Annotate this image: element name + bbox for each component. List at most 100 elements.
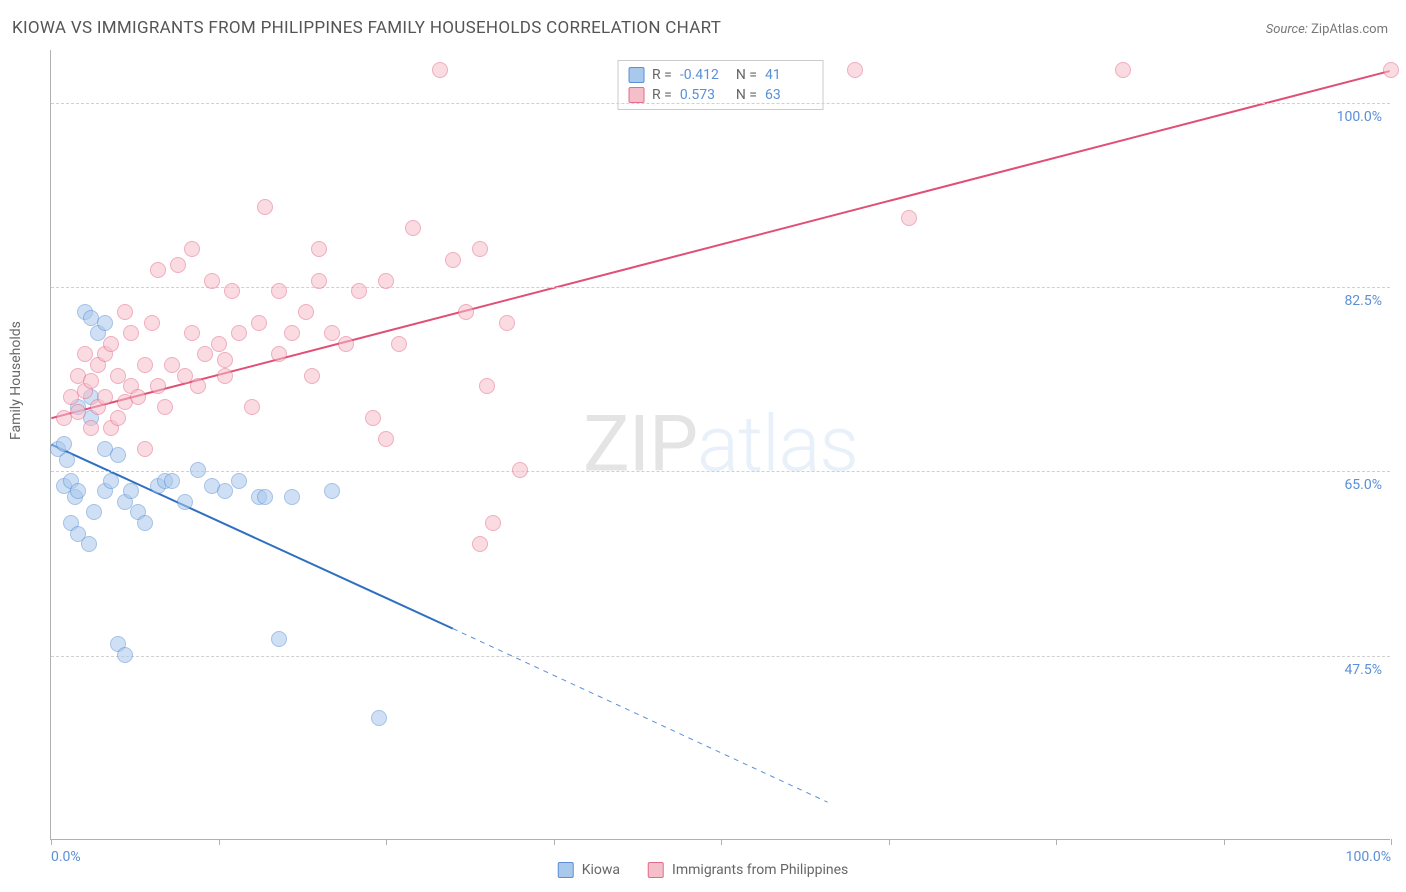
- data-point: [257, 199, 273, 215]
- data-point: [110, 410, 126, 426]
- data-point: [324, 325, 340, 341]
- data-point: [184, 241, 200, 257]
- y-tick-label: 65.0%: [1344, 477, 1382, 493]
- data-point: [70, 368, 86, 384]
- x-tick: [219, 839, 220, 845]
- data-point: [164, 473, 180, 489]
- x-tick: [1056, 839, 1057, 845]
- data-point: [164, 357, 180, 373]
- data-point: [123, 378, 139, 394]
- stats-n-value: 41: [765, 67, 813, 83]
- trend-lines: [51, 50, 1390, 839]
- data-point: [103, 473, 119, 489]
- data-point: [103, 420, 119, 436]
- data-point: [81, 536, 97, 552]
- data-point: [197, 346, 213, 362]
- data-point: [1383, 62, 1399, 78]
- y-tick-label: 100.0%: [1337, 109, 1382, 125]
- data-point: [63, 473, 79, 489]
- data-point: [77, 383, 93, 399]
- data-point: [231, 473, 247, 489]
- stats-n-label: N =: [736, 67, 757, 83]
- legend-item-philippines: Immigrants from Philippines: [648, 862, 848, 878]
- watermark: ZIPatlas: [583, 399, 858, 490]
- data-point: [150, 378, 166, 394]
- data-point: [338, 336, 354, 352]
- data-point: [170, 257, 186, 273]
- data-point: [271, 283, 287, 299]
- data-point: [284, 489, 300, 505]
- data-point: [190, 378, 206, 394]
- x-tick: [554, 839, 555, 845]
- data-point: [231, 325, 247, 341]
- data-point: [144, 315, 160, 331]
- data-point: [56, 478, 72, 494]
- data-point: [391, 336, 407, 352]
- x-tick-label: 100.0%: [1346, 849, 1391, 865]
- data-point: [83, 410, 99, 426]
- legend-label: Kiowa: [582, 862, 620, 878]
- data-point: [70, 526, 86, 542]
- data-point: [110, 447, 126, 463]
- watermark-part-a: ZIP: [583, 399, 697, 490]
- x-tick: [1391, 839, 1392, 845]
- data-point: [217, 368, 233, 384]
- data-point: [97, 389, 113, 405]
- stats-n-label: N =: [736, 87, 757, 103]
- data-point: [1115, 62, 1131, 78]
- data-point: [90, 357, 106, 373]
- gridline: [51, 656, 1390, 657]
- data-point: [458, 304, 474, 320]
- data-point: [70, 399, 86, 415]
- data-point: [177, 368, 193, 384]
- stats-r-label: R =: [652, 67, 672, 83]
- y-tick-label: 82.5%: [1344, 293, 1382, 309]
- data-point: [56, 436, 72, 452]
- x-tick: [386, 839, 387, 845]
- data-point: [499, 315, 515, 331]
- data-point: [257, 489, 273, 505]
- data-point: [479, 378, 495, 394]
- data-point: [137, 515, 153, 531]
- data-point: [70, 404, 86, 420]
- data-point: [298, 304, 314, 320]
- data-point: [137, 441, 153, 457]
- plot-area: ZIPatlas R = -0.412 N = 41 R = 0.573 N =…: [50, 50, 1390, 840]
- data-point: [901, 210, 917, 226]
- data-point: [83, 310, 99, 326]
- legend-swatch: [648, 862, 664, 878]
- data-point: [378, 431, 394, 447]
- data-point: [157, 473, 173, 489]
- data-point: [445, 252, 461, 268]
- data-point: [56, 410, 72, 426]
- source-value: ZipAtlas.com: [1311, 22, 1388, 37]
- data-point: [472, 241, 488, 257]
- data-point: [83, 373, 99, 389]
- data-point: [63, 515, 79, 531]
- data-point: [217, 352, 233, 368]
- gridline: [51, 287, 1390, 288]
- x-tick: [1224, 839, 1225, 845]
- data-point: [50, 441, 66, 457]
- data-point: [130, 389, 146, 405]
- data-point: [83, 389, 99, 405]
- data-point: [177, 494, 193, 510]
- data-point: [351, 283, 367, 299]
- stats-r-value: 0.573: [680, 87, 728, 103]
- x-tick: [889, 839, 890, 845]
- data-point: [485, 515, 501, 531]
- data-point: [371, 710, 387, 726]
- data-point: [97, 441, 113, 457]
- data-point: [211, 336, 227, 352]
- x-tick: [721, 839, 722, 845]
- data-point: [110, 636, 126, 652]
- data-point: [97, 315, 113, 331]
- data-point: [63, 389, 79, 405]
- stats-r-value: -0.412: [680, 67, 728, 83]
- chart-title: KIOWA VS IMMIGRANTS FROM PHILIPPINES FAM…: [12, 18, 721, 38]
- swatch-kiowa: [628, 67, 644, 83]
- gridline: [51, 103, 1390, 104]
- stats-n-value: 63: [765, 87, 813, 103]
- data-point: [130, 504, 146, 520]
- data-point: [83, 420, 99, 436]
